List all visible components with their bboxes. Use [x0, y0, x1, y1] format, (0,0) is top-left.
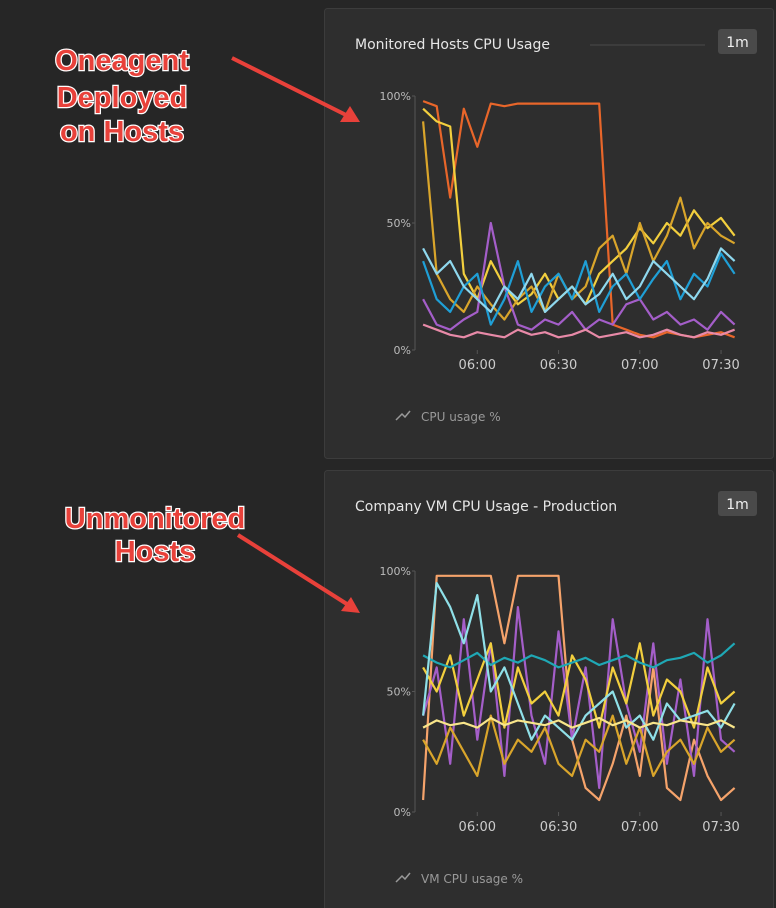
- x-tick-label: 07:30: [702, 820, 739, 835]
- series-line: [422, 221, 736, 331]
- arrow: [231, 56, 360, 122]
- x-tick-label: 07:30: [702, 358, 739, 373]
- annotation: on Hosts: [60, 116, 184, 148]
- interval-button[interactable]: [718, 491, 757, 516]
- series-line: [422, 574, 736, 802]
- series-line: [422, 714, 736, 777]
- series-line: [422, 252, 736, 326]
- interval-label: 1m: [726, 497, 749, 513]
- interval-button[interactable]: [718, 29, 757, 54]
- x-tick-label: 06:30: [540, 358, 577, 373]
- series-line: [422, 121, 736, 321]
- x-tick-label: 06:30: [540, 820, 577, 835]
- series-line: [422, 642, 736, 669]
- y-tick-label: 50%: [387, 217, 411, 230]
- tile-title: Company VM CPU Usage - Production: [355, 499, 617, 515]
- legend-icon: [395, 410, 411, 421]
- legend-label: CPU usage %: [421, 410, 501, 424]
- series-line: [422, 581, 736, 741]
- annotation: Hosts: [115, 536, 196, 568]
- series-line: [422, 323, 735, 339]
- interval-label: 1m: [726, 35, 749, 51]
- arrow: [236, 533, 360, 613]
- tile-title: Monitored Hosts CPU Usage: [355, 37, 550, 53]
- x-tick-label: 07:00: [621, 820, 658, 835]
- y-tick-label: 50%: [387, 686, 411, 699]
- series-line: [422, 247, 736, 313]
- y-tick-label: 100%: [380, 565, 411, 578]
- y-tick-label: 0%: [394, 806, 411, 819]
- series-line: [422, 716, 736, 729]
- x-tick-label: 06:00: [459, 820, 496, 835]
- x-tick-label: 06:00: [459, 358, 496, 373]
- legend-label: VM CPU usage %: [421, 872, 523, 886]
- y-tick-label: 0%: [394, 344, 411, 357]
- y-tick-label: 100%: [380, 90, 411, 103]
- annotation: Deployed: [57, 82, 188, 114]
- tile[interactable]: [324, 8, 774, 459]
- series-line: [422, 642, 736, 729]
- annotation: Unmonitored: [65, 503, 245, 535]
- annotation: Oneagent: [55, 45, 189, 77]
- x-tick-label: 07:00: [621, 358, 658, 373]
- legend-icon: [395, 872, 411, 883]
